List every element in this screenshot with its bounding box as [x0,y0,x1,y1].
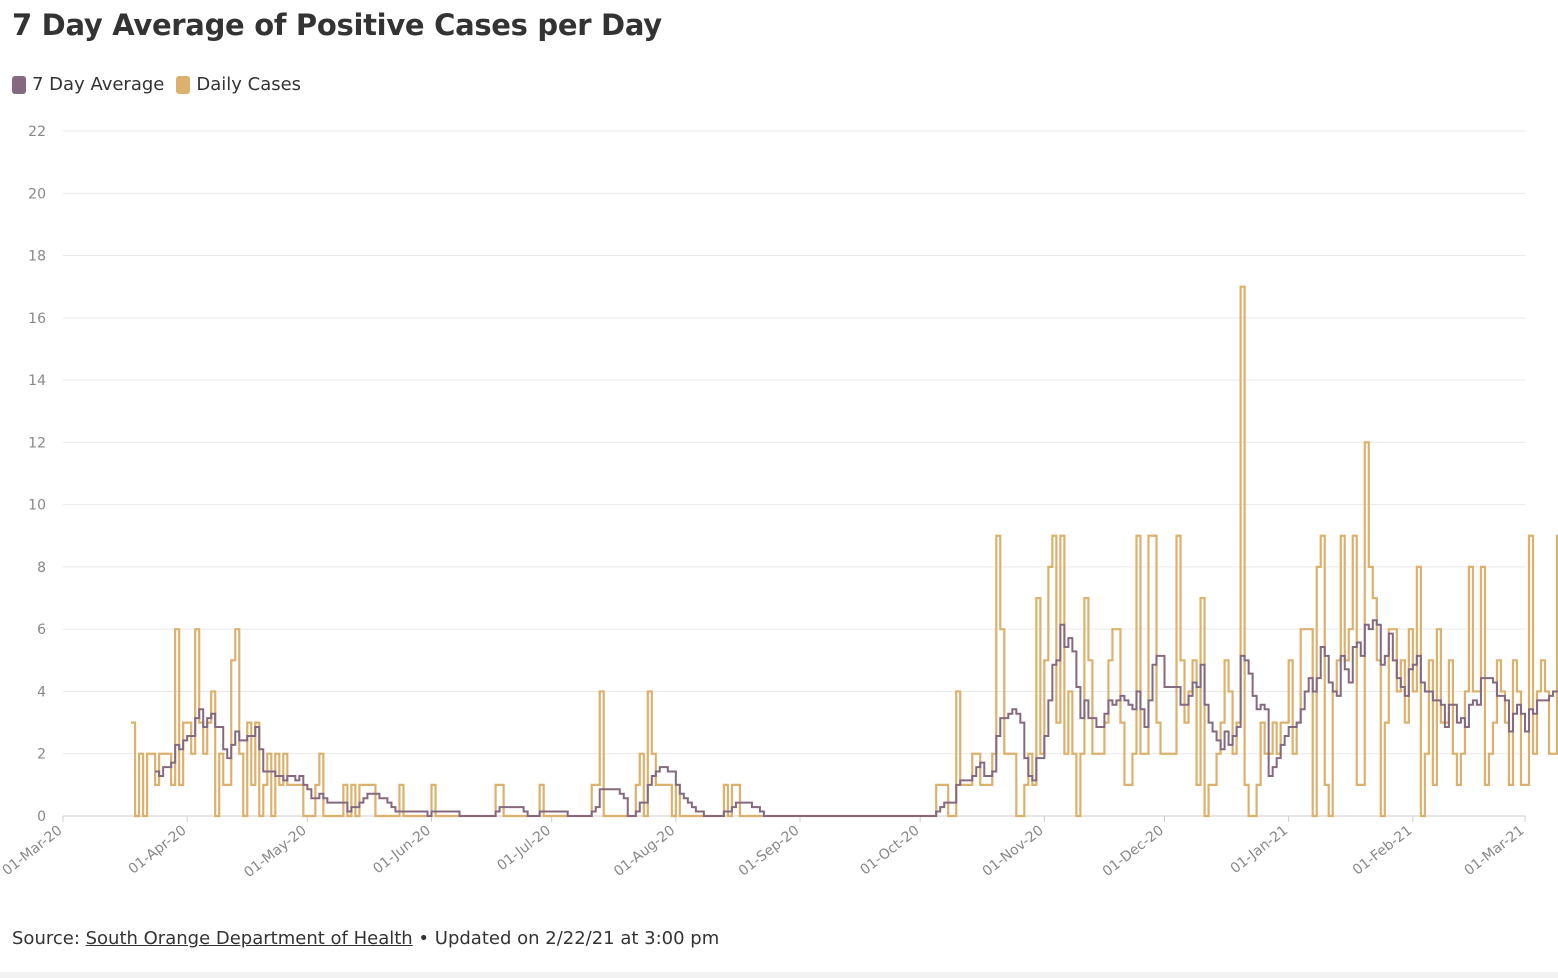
x-tick-label: 01-Nov-20 [980,823,1047,880]
x-tick-label: 01-Aug-20 [611,823,678,880]
footer-band [0,972,1558,978]
source-suffix: • Updated on 2/22/21 at 3:00 pm [412,928,720,949]
legend-swatch-7-day-average [12,75,26,94]
y-tick-label: 16 [28,311,46,327]
legend-swatch-daily-cases [176,75,191,94]
y-tick-label: 0 [37,809,46,825]
x-tick-label: 01-Jun-20 [370,823,434,878]
x-tick-label: 01-Sep-20 [736,823,803,880]
legend-label-7-day-average: 7 Day Average [32,74,165,95]
source-link[interactable]: South Orange Department of Health [85,928,413,949]
chart-title: 7 Day Average of Positive Cases per Day [12,8,662,42]
x-tick-label: 01-Oct-20 [857,823,922,879]
legend-item-7-day-average[interactable]: 7 Day Average [12,74,164,95]
y-tick-label: 10 [28,498,46,514]
series-line-daily-cases [131,285,1558,818]
source-prefix: Source: [12,928,86,949]
y-tick-label: 18 [28,249,46,265]
x-tick-label: 01-Mar-20 [0,823,65,879]
y-tick-label: 4 [37,684,46,700]
y-tick-label: 2 [37,747,46,763]
series-line-7-day-average [155,619,1558,817]
y-tick-label: 14 [28,373,46,389]
y-tick-layer: 0 2 4 6 8 10 12 14 16 18 20 22 [28,124,46,825]
legend-label-daily-cases: Daily Cases [196,74,302,95]
x-tick-label: 01-Feb-21 [1350,823,1415,879]
x-tick-label: 01-Jul-20 [494,823,554,875]
y-tick-label: 20 [28,186,46,202]
x-tick-label: 01-Apr-20 [126,823,190,878]
legend-item-daily-cases[interactable]: Daily Cases [176,74,301,95]
y-tick-label: 6 [37,622,46,638]
y-tick-label: 12 [28,435,46,451]
x-tick-label: 01-Mar-21 [1461,823,1527,879]
x-tick-layer: 01-Mar-20 01-Apr-20 01-May-20 01-Jun-20 01-J… [0,816,1527,881]
x-tick-label: 01-Dec-20 [1100,823,1167,880]
x-tick-label: 01-May-20 [241,823,310,881]
legend: 7 Day Average Daily Cases [12,74,313,95]
source-line: Source: South Orange Department of Healt… [12,928,719,949]
x-tick-label: 01-Jan-21 [1228,823,1292,878]
series-layer [131,285,1558,818]
y-tick-label: 22 [28,124,46,140]
grid-layer [63,130,1525,817]
y-tick-label: 8 [37,560,46,576]
